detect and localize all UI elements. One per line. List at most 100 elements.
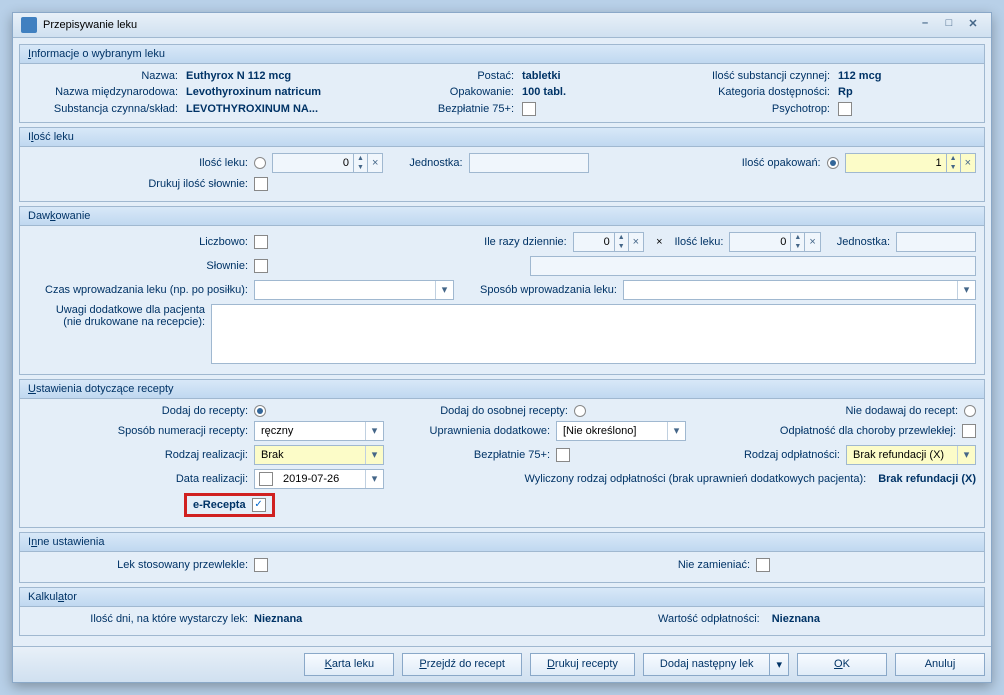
combo-rodzaj-odpl[interactable]: Brak refundacji (X)▾: [846, 445, 976, 465]
radio-ilosc-opak[interactable]: [827, 157, 839, 169]
combo-upr-dod[interactable]: [Nie określono]▾: [556, 421, 686, 441]
combo-czas-wprow[interactable]: ▾: [254, 280, 454, 300]
drukuj-recepty-button[interactable]: Drukuj recepty: [530, 653, 635, 676]
erecepta-highlight: e-Recepta: [184, 493, 275, 517]
chevron-down-icon[interactable]: ▾: [365, 470, 383, 488]
section-ilosc-header: Ilość leku: [20, 128, 984, 147]
chevron-down-icon[interactable]: ▾: [957, 446, 975, 464]
spinner-ilosc-opak[interactable]: ▲▼ ×: [845, 153, 976, 173]
maximize-button[interactable]: □: [939, 17, 959, 33]
combo-sposob-wprow[interactable]: ▾: [623, 280, 976, 300]
checkbox-lek-przew[interactable]: [254, 558, 268, 572]
field-jednostka[interactable]: [469, 153, 589, 173]
label-jednostka: Jednostka:: [409, 157, 462, 169]
input-dawk-ilosc[interactable]: [730, 233, 790, 251]
checkbox-data-real[interactable]: [259, 472, 273, 486]
checkbox-odpl-chor[interactable]: [962, 424, 976, 438]
section-inne: Inne ustawienia Lek stosowany przewlekle…: [19, 532, 985, 583]
label-dawk-ilosc-leku: Ilość leku:: [675, 236, 724, 248]
spin-up-icon[interactable]: ▲: [791, 233, 804, 242]
karta-leku-button[interactable]: Karta leku: [304, 653, 394, 676]
minimize-button[interactable]: –: [915, 17, 935, 33]
spin-up-icon[interactable]: ▲: [354, 154, 367, 163]
przejdz-recept-button[interactable]: Przejdź do recept: [402, 653, 522, 676]
field-slownie[interactable]: [530, 256, 976, 276]
label-nie-dodawaj: Nie dodawaj do recept:: [845, 405, 958, 417]
input-ile-razy[interactable]: [574, 233, 614, 251]
radio-osobnej[interactable]: [574, 405, 586, 417]
combo-sposob-num[interactable]: ręczny▾: [254, 421, 384, 441]
chevron-down-icon[interactable]: ▾: [435, 281, 453, 299]
label-liczbowo: Liczbowo:: [28, 236, 248, 248]
section-info: Informacje o wybranym leku Nazwa: Euthyr…: [19, 44, 985, 123]
section-dawkowanie: Dawkowanie Liczbowo: Ile razy dziennie: …: [19, 206, 985, 375]
label-erecepta: e-Recepta: [193, 499, 246, 511]
spin-down-icon[interactable]: ▼: [615, 242, 628, 251]
input-ilosc-leku[interactable]: [273, 154, 353, 172]
checkbox-nie-zam[interactable]: [756, 558, 770, 572]
label-bezpl75-ust: Bezpłatnie 75+:: [390, 449, 550, 461]
chevron-down-icon[interactable]: ▾: [365, 446, 383, 464]
clear-icon[interactable]: ×: [804, 233, 819, 251]
clear-icon[interactable]: ×: [367, 154, 382, 172]
dodaj-split-arrow[interactable]: ▾: [769, 653, 789, 676]
value-opak: 100 tabl.: [522, 86, 642, 98]
checkbox-liczbowo[interactable]: [254, 235, 268, 249]
spinner-ile-razy[interactable]: ▲▼ ×: [573, 232, 644, 252]
value-ilosc-sub: 112 mcg: [838, 70, 938, 82]
label-ilosc-sub: Ilość substancji czynnej:: [650, 70, 830, 82]
label-nazwa-mn: Nazwa międzynarodowa:: [28, 86, 178, 98]
label-subst: Substancja czynna/skład:: [28, 103, 178, 115]
label-odpl-chor: Odpłatność dla choroby przewlekłej:: [780, 425, 956, 437]
anuluj-button[interactable]: Anuluj: [895, 653, 985, 676]
label-ilosc-leku: Ilość leku:: [28, 157, 248, 169]
checkbox-drukuj-slownie[interactable]: [254, 177, 268, 191]
chevron-down-icon[interactable]: ▾: [957, 281, 975, 299]
footer: Karta leku Przejdź do recept Drukuj rece…: [13, 646, 991, 682]
chevron-down-icon[interactable]: ▾: [365, 422, 383, 440]
label-lek-przew: Lek stosowany przewlekle:: [28, 559, 248, 571]
spinner-ilosc-leku[interactable]: ▲▼ ×: [272, 153, 383, 173]
input-ilosc-opak[interactable]: [846, 154, 946, 172]
value-ilosc-dni: Nieznana: [254, 613, 302, 625]
window-title: Przepisywanie leku: [43, 19, 137, 31]
radio-dodaj-recepty[interactable]: [254, 405, 266, 417]
value-kat: Rp: [838, 86, 938, 98]
spin-up-icon[interactable]: ▲: [615, 233, 628, 242]
checkbox-bezpl75-info: [522, 102, 536, 116]
checkbox-erecepta[interactable]: [252, 498, 266, 512]
dodaj-nastepny-button[interactable]: Dodaj następny lek: [643, 653, 770, 676]
value-nazwa: Euthyrox N 112 mcg: [186, 70, 386, 82]
radio-ilosc-leku[interactable]: [254, 157, 266, 169]
combo-data-real[interactable]: 2019-07-26▾: [254, 469, 384, 489]
section-kalkulator-header: Kalkulator: [20, 588, 984, 607]
checkbox-bezpl75-ust[interactable]: [556, 448, 570, 462]
radio-nie-dodawaj[interactable]: [964, 405, 976, 417]
label-dawk-jednostka: Jednostka:: [837, 236, 890, 248]
checkbox-slownie[interactable]: [254, 259, 268, 273]
field-dawk-jednostka[interactable]: [896, 232, 976, 252]
label-drukuj-slownie: Drukuj ilość słownie:: [28, 178, 248, 190]
app-icon: [21, 17, 37, 33]
clear-icon[interactable]: ×: [960, 154, 975, 172]
ok-button[interactable]: OK: [797, 653, 887, 676]
label-czas-wprow: Czas wprowadzania leku (np. po posiłku):: [28, 284, 248, 296]
chevron-down-icon[interactable]: ▾: [667, 422, 685, 440]
value-postac: tabletki: [522, 70, 642, 82]
spin-down-icon[interactable]: ▼: [947, 163, 960, 172]
label-ilosc-opak: Ilość opakowań:: [742, 157, 821, 169]
spin-down-icon[interactable]: ▼: [354, 163, 367, 172]
label-kat: Kategoria dostępności:: [650, 86, 830, 98]
label-wart-odpl: Wartość odpłatności:: [658, 613, 760, 625]
label-wylicz: Wyliczony rodzaj odpłatności (brak upraw…: [525, 473, 867, 485]
label-rodzaj-odpl: Rodzaj odpłatności:: [744, 449, 840, 461]
combo-rodzaj-real[interactable]: Brak▾: [254, 445, 384, 465]
label-upr-dod: Uprawnienia dodatkowe:: [390, 425, 550, 437]
spinner-dawk-ilosc[interactable]: ▲▼ ×: [729, 232, 820, 252]
label-nazwa: Nazwa:: [28, 70, 178, 82]
textarea-uwagi[interactable]: [211, 304, 976, 364]
spin-down-icon[interactable]: ▼: [791, 242, 804, 251]
clear-icon[interactable]: ×: [628, 233, 643, 251]
spin-up-icon[interactable]: ▲: [947, 154, 960, 163]
close-button[interactable]: ✕: [963, 17, 983, 33]
